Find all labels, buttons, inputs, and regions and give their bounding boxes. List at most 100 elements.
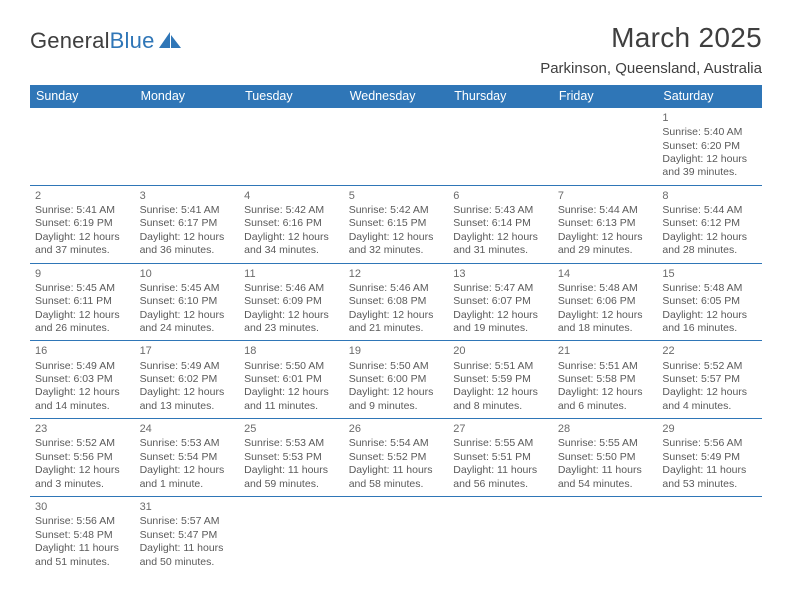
daylight-line: Daylight: 12 hours and 14 minutes.	[35, 386, 130, 413]
sunset-line: Sunset: 5:56 PM	[35, 451, 130, 464]
location: Parkinson, Queensland, Australia	[540, 60, 762, 77]
calendar-day-cell: 2Sunrise: 5:41 AMSunset: 6:19 PMDaylight…	[30, 186, 135, 263]
sunset-line: Sunset: 6:10 PM	[140, 295, 235, 308]
daylight-line: Daylight: 12 hours and 23 minutes.	[244, 309, 339, 336]
calendar-empty-cell	[239, 497, 344, 574]
calendar-empty-cell	[344, 108, 449, 185]
sunrise-line: Sunrise: 5:50 AM	[349, 360, 444, 373]
day-number: 24	[140, 422, 235, 436]
sunrise-line: Sunrise: 5:43 AM	[453, 204, 548, 217]
sunset-line: Sunset: 6:16 PM	[244, 217, 339, 230]
calendar-week-row: 2Sunrise: 5:41 AMSunset: 6:19 PMDaylight…	[30, 186, 762, 264]
sail-icon	[157, 30, 183, 50]
calendar-day-cell: 19 Sunrise: 5:50 AMSunset: 6:00 PMDayligh…	[344, 341, 449, 418]
day-number: 17	[140, 344, 235, 358]
sunset-line: Sunset: 5:59 PM	[453, 373, 548, 386]
sunset-line: Sunset: 5:57 PM	[662, 373, 757, 386]
sunset-line: Sunset: 6:09 PM	[244, 295, 339, 308]
day-number: 28	[558, 422, 653, 436]
day-header-cell: Monday	[135, 85, 240, 108]
day-number: 10	[140, 267, 235, 281]
day-header-cell: Sunday	[30, 85, 135, 108]
day-number: 21	[558, 344, 653, 358]
sunset-line: Sunset: 6:11 PM	[35, 295, 130, 308]
sunset-line: Sunset: 5:52 PM	[349, 451, 444, 464]
sunset-line: Sunset: 6:01 PM	[244, 373, 339, 386]
calendar-day-cell: 12Sunrise: 5:46 AMSunset: 6:08 PMDayligh…	[344, 264, 449, 341]
calendar-empty-cell	[344, 497, 449, 574]
day-number: 14	[558, 267, 653, 281]
sunset-line: Sunset: 5:53 PM	[244, 451, 339, 464]
sunset-line: Sunset: 6:05 PM	[662, 295, 757, 308]
calendar-day-cell: 20Sunrise: 5:51 AMSunset: 5:59 PMDayligh…	[448, 341, 553, 418]
day-number: 19	[349, 344, 444, 358]
day-header-cell: Wednesday	[344, 85, 449, 108]
sunset-line: Sunset: 6:08 PM	[349, 295, 444, 308]
calendar-day-cell: 22Sunrise: 5:52 AMSunset: 5:57 PMDayligh…	[657, 341, 762, 418]
sunset-line: Sunset: 6:07 PM	[453, 295, 548, 308]
sunset-line: Sunset: 5:54 PM	[140, 451, 235, 464]
calendar-day-cell: 26Sunrise: 5:54 AMSunset: 5:52 PMDayligh…	[344, 419, 449, 496]
daylight-line: Daylight: 12 hours and 36 minutes.	[140, 231, 235, 258]
sunrise-line: Sunrise: 5:48 AM	[662, 282, 757, 295]
sunrise-line: Sunrise: 5:44 AM	[662, 204, 757, 217]
daylight-line: Daylight: 12 hours and 16 minutes.	[662, 309, 757, 336]
calendar-day-cell: 30Sunrise: 5:56 AMSunset: 5:48 PMDayligh…	[30, 497, 135, 574]
day-number: 9	[35, 267, 130, 281]
calendar-empty-cell	[553, 497, 658, 574]
sunrise-line: Sunrise: 5:52 AM	[35, 437, 130, 450]
sunrise-line: Sunrise: 5:41 AM	[35, 204, 130, 217]
daylight-line: Daylight: 12 hours and 26 minutes.	[35, 309, 130, 336]
daylight-line: Daylight: 12 hours and 3 minutes.	[35, 464, 130, 491]
sunrise-line: Sunrise: 5:52 AM	[662, 360, 757, 373]
sunrise-line: Sunrise: 5:57 AM	[140, 515, 235, 528]
page-title: March 2025	[540, 22, 762, 54]
sunrise-line: Sunrise: 5:53 AM	[140, 437, 235, 450]
sunrise-line: Sunrise: 5:49 AM	[140, 360, 235, 373]
daylight-line: Daylight: 12 hours and 39 minutes.	[662, 153, 757, 180]
sunrise-line: Sunrise: 5:54 AM	[349, 437, 444, 450]
calendar-day-header: SundayMondayTuesdayWednesdayThursdayFrid…	[30, 85, 762, 108]
day-header-cell: Friday	[553, 85, 658, 108]
day-number: 27	[453, 422, 548, 436]
sunset-line: Sunset: 6:00 PM	[349, 373, 444, 386]
daylight-line: Daylight: 11 hours and 59 minutes.	[244, 464, 339, 491]
day-number: 1	[662, 111, 757, 125]
calendar-day-cell: 24Sunrise: 5:53 AMSunset: 5:54 PMDayligh…	[135, 419, 240, 496]
daylight-line: Daylight: 12 hours and 34 minutes.	[244, 231, 339, 258]
sunrise-line: Sunrise: 5:42 AM	[349, 204, 444, 217]
header: GeneralBlue March 2025 Parkinson, Queens…	[30, 22, 762, 77]
day-number: 30	[35, 500, 130, 514]
day-number: 25	[244, 422, 339, 436]
day-number: 12	[349, 267, 444, 281]
calendar-week-row: 30Sunrise: 5:56 AMSunset: 5:48 PMDayligh…	[30, 497, 762, 574]
day-header-cell: Tuesday	[239, 85, 344, 108]
daylight-line: Daylight: 11 hours and 56 minutes.	[453, 464, 548, 491]
daylight-line: Daylight: 12 hours and 19 minutes.	[453, 309, 548, 336]
logo-text-2: Blue	[110, 28, 155, 53]
sunset-line: Sunset: 5:48 PM	[35, 529, 130, 542]
sunrise-line: Sunrise: 5:45 AM	[140, 282, 235, 295]
calendar-day-cell: 15Sunrise: 5:48 AMSunset: 6:05 PMDayligh…	[657, 264, 762, 341]
daylight-line: Daylight: 12 hours and 32 minutes.	[349, 231, 444, 258]
sunrise-line: Sunrise: 5:48 AM	[558, 282, 653, 295]
sunrise-line: Sunrise: 5:45 AM	[35, 282, 130, 295]
sunset-line: Sunset: 5:50 PM	[558, 451, 653, 464]
calendar-day-cell: 18Sunrise: 5:50 AMSunset: 6:01 PMDayligh…	[239, 341, 344, 418]
calendar-day-cell: 23Sunrise: 5:52 AMSunset: 5:56 PMDayligh…	[30, 419, 135, 496]
sunrise-line: Sunrise: 5:53 AM	[244, 437, 339, 450]
day-number: 18	[244, 344, 339, 358]
daylight-line: Daylight: 12 hours and 9 minutes.	[349, 386, 444, 413]
calendar-day-cell: 11Sunrise: 5:46 AMSunset: 6:09 PMDayligh…	[239, 264, 344, 341]
day-number: 31	[140, 500, 235, 514]
daylight-line: Daylight: 11 hours and 58 minutes.	[349, 464, 444, 491]
sunrise-line: Sunrise: 5:51 AM	[558, 360, 653, 373]
calendar-weeks: 1Sunrise: 5:40 AMSunset: 6:20 PMDaylight…	[30, 108, 762, 574]
day-number: 29	[662, 422, 757, 436]
calendar-week-row: 23Sunrise: 5:52 AMSunset: 5:56 PMDayligh…	[30, 419, 762, 497]
daylight-line: Daylight: 11 hours and 53 minutes.	[662, 464, 757, 491]
calendar-day-cell: 3Sunrise: 5:41 AMSunset: 6:17 PMDaylight…	[135, 186, 240, 263]
day-number: 4	[244, 189, 339, 203]
sunrise-line: Sunrise: 5:51 AM	[453, 360, 548, 373]
sunset-line: Sunset: 6:12 PM	[662, 217, 757, 230]
